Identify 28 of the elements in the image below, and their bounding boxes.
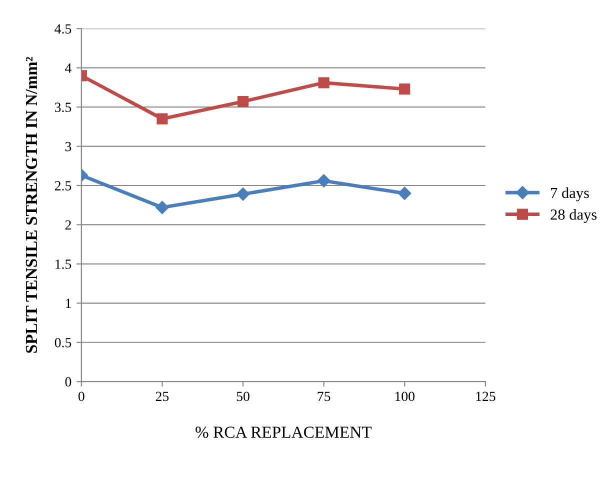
point	[318, 77, 330, 88]
y-tick-label: 4.5	[54, 24, 72, 34]
x-tick-label: 25	[156, 392, 169, 402]
y-tick-label: 2	[65, 220, 71, 230]
y-tick-label: 3.5	[54, 102, 72, 112]
legend-label: 7 days	[551, 187, 589, 202]
point	[237, 96, 249, 108]
y-tick-label: 1.5	[56, 260, 72, 269]
y-tick-label: 4	[65, 64, 72, 73]
point	[236, 188, 250, 201]
y-tick-label: 1	[66, 298, 71, 308]
y-tick-label: 0.5	[54, 338, 72, 348]
legend-label: 28 days	[550, 209, 597, 223]
x-tick-label: 50	[236, 392, 250, 402]
x-tick-label: 75	[318, 392, 330, 402]
x-tick-label: 100	[395, 392, 414, 402]
point	[317, 174, 330, 188]
y-tick-label: 3	[65, 142, 72, 152]
x-tick-label: 0	[78, 392, 84, 402]
y-tick-label: 2.5	[54, 181, 72, 191]
x-axis-title: % RCA REPLACEMENT	[196, 426, 372, 438]
point	[398, 186, 412, 200]
point	[399, 83, 410, 95]
x-tick-label: 125	[476, 392, 496, 402]
point	[156, 200, 169, 214]
y-tick-label: 0	[65, 377, 72, 387]
point	[156, 113, 168, 124]
y-axis-title: SPLIT TENSILE STRENGTH IN N/mm²	[26, 56, 38, 353]
